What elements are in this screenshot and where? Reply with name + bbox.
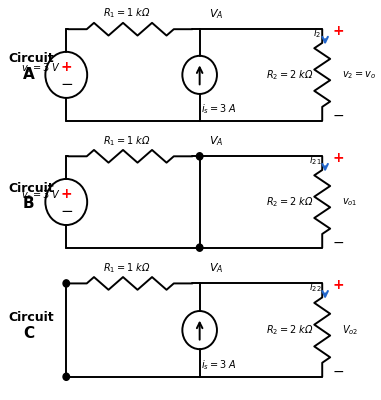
- Text: +: +: [333, 151, 344, 165]
- Text: −: −: [333, 365, 344, 379]
- Text: $i_2$: $i_2$: [313, 26, 322, 40]
- Text: $R_1=1$ kΩ: $R_1=1$ kΩ: [103, 7, 150, 20]
- Text: C: C: [23, 326, 34, 340]
- Text: Circuit: Circuit: [9, 182, 54, 194]
- Text: $V_A$: $V_A$: [209, 134, 223, 148]
- Text: −: −: [333, 236, 344, 250]
- Text: $i_s=3$ A: $i_s=3$ A: [202, 103, 237, 116]
- Text: $R_2=2$ kΩ: $R_2=2$ kΩ: [266, 323, 313, 337]
- Text: −: −: [60, 76, 73, 92]
- Text: $i_{22}$: $i_{22}$: [309, 280, 322, 294]
- Circle shape: [197, 244, 203, 251]
- Text: $R_1=1$ kΩ: $R_1=1$ kΩ: [103, 134, 150, 148]
- Text: −: −: [60, 204, 73, 219]
- Text: +: +: [61, 60, 72, 74]
- Text: $i_{21}$: $i_{21}$: [309, 153, 322, 167]
- Text: $v_{o1}$: $v_{o1}$: [342, 196, 358, 208]
- Text: $v_s=3$ V: $v_s=3$ V: [21, 188, 61, 202]
- Text: $R_2=2$ kΩ: $R_2=2$ kΩ: [266, 68, 313, 82]
- Text: $v_s=3$ V: $v_s=3$ V: [21, 61, 61, 75]
- Text: Circuit: Circuit: [9, 311, 54, 324]
- Circle shape: [63, 373, 69, 380]
- Text: $R_1=1$ kΩ: $R_1=1$ kΩ: [103, 261, 150, 275]
- Text: +: +: [61, 187, 72, 201]
- Text: Circuit: Circuit: [9, 52, 54, 66]
- Text: B: B: [23, 196, 35, 212]
- Text: $R_2=2$ kΩ: $R_2=2$ kΩ: [266, 195, 313, 209]
- Text: $v_2=v_o$: $v_2=v_o$: [342, 69, 376, 81]
- Text: $V_A$: $V_A$: [209, 262, 223, 276]
- Text: +: +: [333, 278, 344, 292]
- Text: −: −: [333, 109, 344, 123]
- Circle shape: [63, 280, 69, 287]
- Text: +: +: [333, 24, 344, 38]
- Text: $V_A$: $V_A$: [209, 8, 223, 21]
- Text: $i_s=3$ A: $i_s=3$ A: [202, 358, 237, 372]
- Text: $V_{o2}$: $V_{o2}$: [342, 323, 359, 337]
- Text: A: A: [23, 67, 35, 82]
- Circle shape: [197, 153, 203, 160]
